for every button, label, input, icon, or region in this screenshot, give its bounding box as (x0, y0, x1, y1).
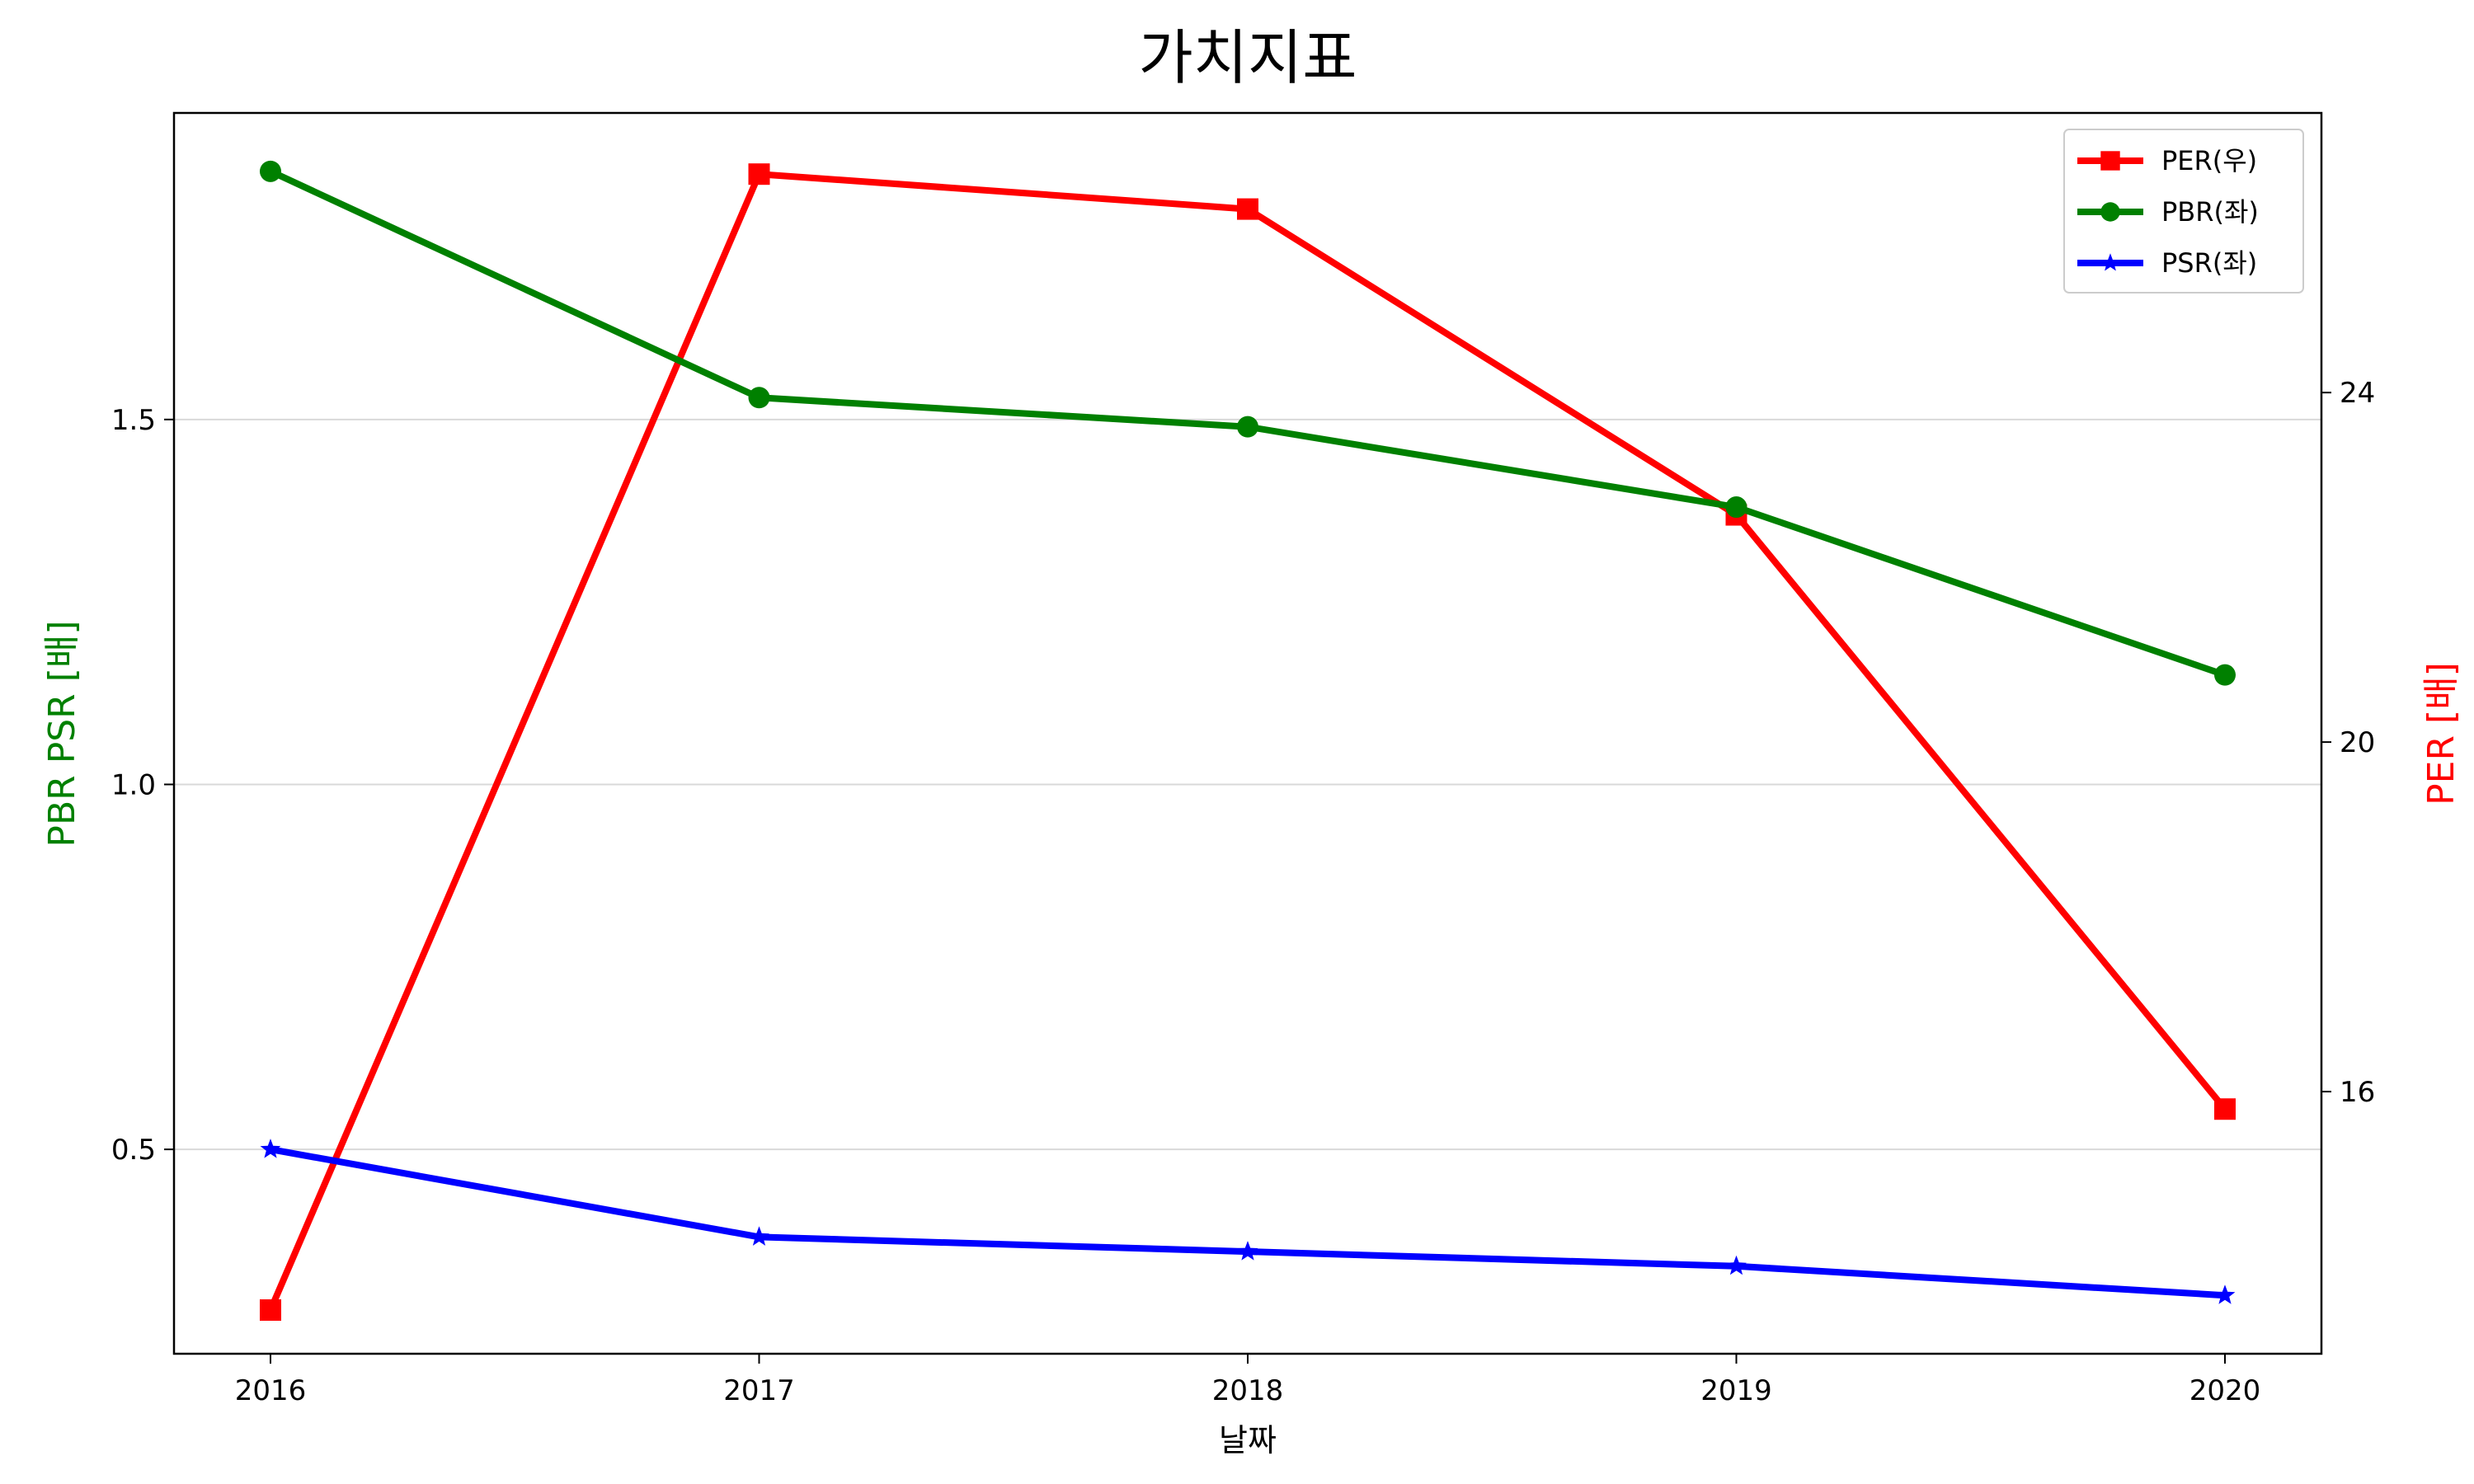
legend-marker-0 (2100, 151, 2120, 171)
data-point-2-2016 (260, 1139, 281, 1158)
data-point-2-2017 (749, 1226, 769, 1246)
legend-label-1: PBR(좌) (2161, 196, 2259, 228)
legend-item-0: PER(우) (2077, 145, 2257, 176)
series-PER(우) (260, 163, 2236, 1322)
legend-item-2: PSR(좌) (2077, 247, 2257, 279)
y-left-tick-label-0.5: 0.5 (111, 1134, 156, 1167)
y-axis-left-title: PBR PSR [배] (41, 620, 83, 847)
x-tick-label-2017: 2017 (723, 1374, 795, 1407)
data-point-2-2018 (1237, 1241, 1258, 1261)
series-line-2 (267, 1146, 2228, 1299)
legend-label-2: PSR(좌) (2161, 247, 2257, 279)
x-axis-title: 날짜 (1219, 1422, 1277, 1458)
x-tick-label-2019: 2019 (1700, 1374, 1772, 1407)
x-tick-label-2016: 2016 (235, 1374, 307, 1407)
legend-marker-1 (2100, 202, 2120, 222)
x-tick-label-2018: 2018 (1212, 1374, 1284, 1407)
y-right-tick-label-16: 16 (2340, 1076, 2375, 1109)
y-axis-right-title: PER [배] (2420, 662, 2462, 805)
plot-frame (172, 111, 2323, 1355)
y-right-tick-label-20: 20 (2340, 726, 2375, 759)
data-point-1-2020 (2214, 664, 2236, 686)
data-point-1-2018 (1237, 416, 1258, 438)
legend: PER(우) PBR(좌) PSR(좌) (2063, 129, 2304, 294)
y-left-tick-label-1.0: 1.0 (111, 768, 156, 801)
legend-label-0: PER(우) (2161, 145, 2257, 176)
data-point-1-2019 (1725, 496, 1747, 519)
data-point-2-2020 (2214, 1284, 2236, 1304)
data-point-2-2019 (1726, 1255, 1747, 1275)
y-right-tick-label-24: 24 (2340, 377, 2375, 410)
series-PBR(좌) (260, 160, 2236, 686)
legend-item-1: PBR(좌) (2077, 196, 2259, 228)
x-tick-label-2020: 2020 (2189, 1374, 2261, 1407)
data-point-0-2020 (2214, 1098, 2236, 1120)
legend-marker-2 (2100, 253, 2120, 271)
series-line-0 (267, 171, 2228, 1313)
data-point-1-2017 (748, 387, 770, 409)
y-left-tick-label-1.5: 1.5 (111, 404, 156, 437)
data-point-0-2017 (748, 163, 770, 186)
data-point-0-2018 (1237, 198, 1258, 220)
data-point-0-2016 (260, 1299, 281, 1322)
plot-area: 2016 2017 2018 2019 2020 0.5 1.0 1.5 16 20 24 (111, 111, 2375, 1407)
chart-title: 가치지표 (1139, 23, 1357, 92)
data-point-1-2016 (260, 160, 281, 182)
legend-box (2063, 129, 2304, 294)
series-PSR(좌) (260, 1139, 2236, 1304)
